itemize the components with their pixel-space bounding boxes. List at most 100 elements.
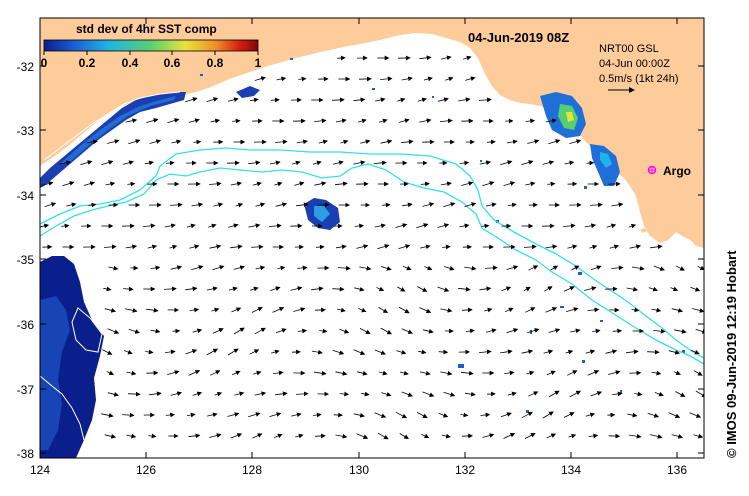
current-vector: [670, 286, 679, 292]
current-vector: [566, 307, 579, 312]
current-vector: [170, 265, 183, 270]
front-contour-main: [40, 147, 704, 359]
current-vector: [253, 370, 262, 376]
current-vector: [459, 160, 470, 166]
current-vector: [212, 265, 225, 271]
current-vector: [590, 391, 603, 397]
current-vector: [482, 433, 495, 438]
current-vector: [417, 286, 428, 292]
current-vector: [123, 286, 134, 292]
current-vector: [169, 244, 178, 250]
current-vector: [212, 328, 224, 334]
current-vector: [311, 286, 324, 292]
current-vector: [359, 265, 372, 271]
current-vector: [668, 412, 681, 418]
current-vector: [564, 160, 575, 166]
current-vector: [507, 391, 517, 397]
current-vector: [378, 118, 388, 124]
current-vector: [290, 286, 303, 291]
current-vector: [396, 349, 407, 355]
sst-region-west-mid: [40, 296, 70, 450]
current-vector: [458, 97, 471, 103]
current-vector: [62, 181, 75, 187]
y-tick-label: -34: [17, 189, 35, 203]
current-vector: [423, 76, 433, 82]
current-vector: [231, 307, 242, 313]
current-vector: [397, 286, 406, 292]
current-vector: [605, 349, 618, 354]
current-vector: [101, 413, 114, 418]
sst-patch-coast-east-warm: [600, 152, 612, 168]
current-vector: [103, 286, 112, 292]
current-vector: [270, 160, 281, 166]
current-vector: [545, 307, 558, 313]
y-tick-label: -35: [17, 253, 35, 267]
current-vector: [207, 412, 218, 418]
current-vector: [83, 181, 95, 186]
current-vector: [695, 390, 704, 398]
y-tick-label: -36: [17, 318, 35, 332]
current-vector: [313, 412, 322, 418]
current-vector: [545, 118, 557, 124]
current-vector: [171, 139, 182, 145]
current-vector: [297, 328, 308, 334]
y-tick-label: -38: [17, 447, 35, 461]
current-vector: [692, 308, 704, 313]
current-vector: [631, 307, 640, 313]
current-vector: [548, 139, 561, 145]
current-vector: [270, 97, 280, 103]
current-vector: [548, 390, 560, 398]
current-vector: [465, 328, 475, 334]
credit-text: © IMOS 09-Jun-2019 12:19 Hobart: [724, 250, 739, 458]
current-vector: [104, 433, 117, 439]
current-vector: [59, 160, 72, 166]
current-vector: [438, 349, 449, 355]
current-vector: [295, 433, 304, 439]
sst-patch-gulf-hot: [566, 112, 574, 122]
current-vector: [189, 307, 200, 313]
current-vector: [164, 223, 176, 229]
current-vector: [353, 97, 366, 103]
current-vector: [125, 244, 138, 250]
current-vector: [589, 202, 603, 208]
current-vector: [61, 223, 70, 229]
current-vector: [298, 76, 307, 82]
current-vector: [416, 223, 429, 229]
current-vector: [353, 349, 366, 355]
current-vector: [336, 244, 347, 250]
current-vector: [277, 265, 286, 271]
current-vector: [191, 202, 204, 208]
current-vector: [382, 202, 391, 208]
current-vector: [507, 202, 517, 208]
colorbar-ticks: [43, 51, 259, 55]
current-vector: [480, 412, 491, 418]
current-vector: [213, 202, 224, 208]
current-vector: [209, 433, 222, 438]
current-vector: [230, 244, 243, 250]
current-vector: [693, 370, 703, 376]
current-vector: [693, 433, 704, 439]
current-vector: [381, 391, 392, 397]
current-vector: [377, 432, 389, 440]
current-vector: [590, 265, 602, 271]
current-vector: [484, 265, 498, 271]
current-vector: [147, 244, 158, 250]
colorbar-tick-label: 0.6: [164, 56, 181, 70]
current-vector: [648, 286, 658, 292]
current-vector: [481, 223, 490, 229]
current-vector: [419, 55, 432, 61]
current-vector: [339, 391, 350, 397]
current-vector: [420, 181, 430, 187]
current-vector: [251, 244, 264, 250]
current-vector: [523, 244, 537, 250]
current-vector: [563, 223, 576, 229]
current-vector: [317, 202, 330, 208]
current-vector: [653, 328, 666, 334]
current-vector: [296, 391, 309, 397]
current-vector: [500, 349, 513, 355]
current-vector: [192, 391, 203, 397]
current-vector: [102, 349, 113, 355]
current-vector: [525, 118, 536, 124]
current-vector: [272, 307, 285, 313]
current-vector: [398, 306, 410, 314]
